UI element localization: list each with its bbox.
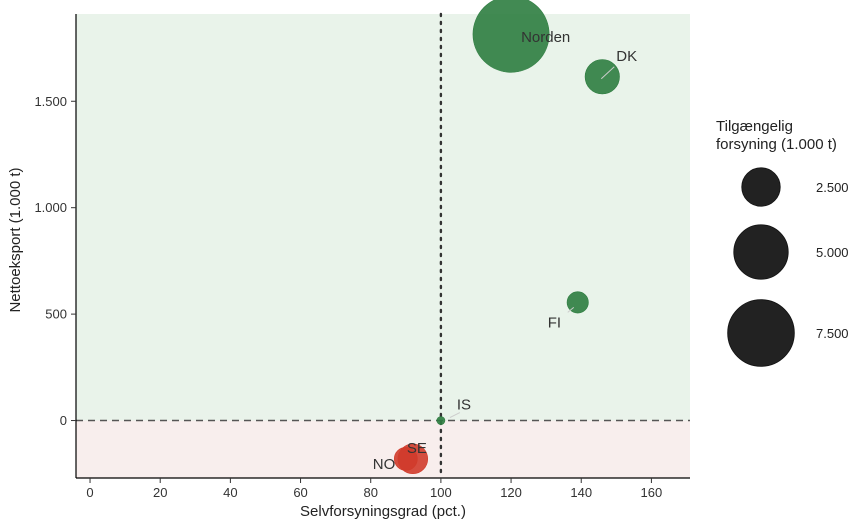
point-label-norden: Norden — [521, 29, 570, 46]
data-points — [393, 0, 620, 475]
point-label-no: NO — [373, 456, 396, 473]
leader-line-is — [449, 412, 461, 418]
leader-line-fi — [567, 307, 575, 313]
x-tick-label: 80 — [363, 485, 377, 500]
point-label-se: SE — [407, 440, 427, 457]
point-fi — [566, 291, 589, 314]
point-is — [436, 416, 446, 425]
y-tick-label: 500 — [45, 307, 67, 322]
legend-circle-3 — [727, 299, 795, 367]
y-tick-label: 0 — [60, 413, 67, 428]
y-axis-title: Nettoeksport (1.000 t) — [7, 167, 24, 312]
point-norden — [472, 0, 550, 73]
point-label-fi: FI — [548, 314, 561, 331]
x-tick-label: 120 — [500, 485, 522, 500]
x-tick-label: 100 — [430, 485, 452, 500]
legend-circle-1 — [741, 167, 781, 207]
x-tick-label: 140 — [570, 485, 592, 500]
x-tick-label: 0 — [86, 485, 93, 500]
y-tick-label: 1.500 — [34, 94, 67, 109]
legend-label-2: 5.000 — [816, 245, 849, 260]
legend-label-1: 2.500 — [816, 180, 849, 195]
leader-line-dk — [600, 66, 615, 80]
axes: 0 20 40 60 80 100 120 140 160 0 500 1.000 1.500 — [34, 14, 690, 500]
point-label-dk: DK — [616, 48, 637, 65]
x-tick-label: 60 — [293, 485, 307, 500]
negative-region — [76, 420, 690, 478]
point-label-is: IS — [457, 397, 471, 414]
point-labels: Norden DK FI IS SE NO — [373, 29, 637, 473]
x-tick-label: 20 — [153, 485, 167, 500]
x-axis-title: Selvforsyningsgrad (pct.) — [300, 503, 466, 520]
reference-lines — [76, 12, 690, 480]
x-tick-label: 40 — [223, 485, 237, 500]
legend-title-line: forsyning (1.000 t) — [716, 136, 837, 153]
legend-title-line: Tilgængelig — [716, 118, 793, 135]
point-dk — [584, 59, 620, 95]
point-no — [393, 446, 418, 471]
x-tick-label: 160 — [641, 485, 663, 500]
y-tick-label: 1.000 — [34, 200, 67, 215]
legend-label-3: 7.500 — [816, 326, 849, 341]
legend-circle-2 — [733, 224, 789, 280]
